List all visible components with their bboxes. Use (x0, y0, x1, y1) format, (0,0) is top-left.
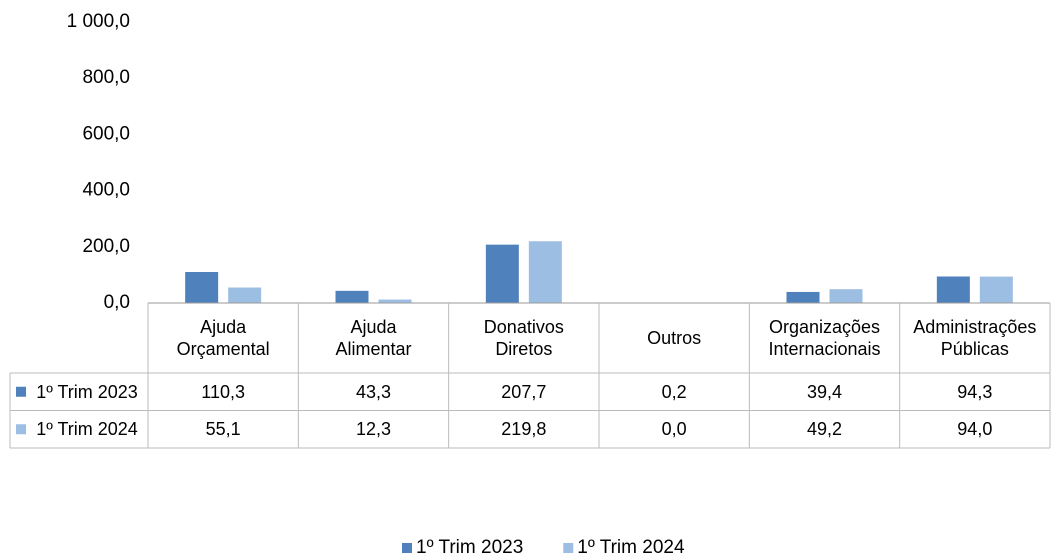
bar (185, 272, 219, 303)
table-value-text: 207,7 (501, 381, 547, 402)
bar (786, 291, 820, 303)
category-label-text: Outros (647, 328, 702, 348)
table-value: 110,3 (148, 373, 298, 411)
table-value: 12,3 (298, 411, 448, 449)
legend-marker (563, 543, 574, 553)
legend-key (16, 424, 26, 435)
category-label: Administrações Públicas (900, 303, 1050, 373)
category-label: Ajuda Orçamental (148, 303, 298, 373)
category-label-text: Administrações Públicas (913, 317, 1037, 359)
bar (485, 244, 519, 303)
legend-key (16, 386, 26, 397)
table-value: 94,0 (900, 411, 1050, 449)
legend-label: 1º Trim 2023 (416, 537, 523, 556)
table-value: 0,0 (599, 411, 749, 449)
table-value-text: 12,3 (355, 419, 392, 440)
category-label-text: Organizações Internacionais (768, 317, 881, 359)
y-tick-label: 600,0 (82, 123, 130, 144)
bar (528, 241, 562, 303)
table-value-text: 43,3 (355, 381, 392, 402)
y-tick-label: 200,0 (82, 236, 130, 257)
table-value: 0,2 (599, 373, 749, 411)
category-label: Donativos Diretos (449, 303, 599, 373)
category-label-text: Ajuda Alimentar (335, 317, 412, 359)
table-value-text: 219,8 (501, 419, 547, 440)
category-label: Outros (599, 303, 749, 373)
legend-marker (402, 543, 412, 553)
table-value: 43,3 (298, 373, 448, 411)
row-header: 1º Trim 2024 (26, 411, 148, 449)
table-value-text: 55,1 (205, 419, 241, 440)
table-value-text: 49,2 (806, 419, 843, 440)
table-value-text: 110,3 (201, 381, 246, 402)
y-tick-label: 800,0 (82, 67, 130, 88)
category-label-text: Donativos Diretos (483, 317, 564, 359)
y-tick-label: 1 000,0 (67, 11, 130, 32)
bar (936, 276, 970, 303)
bar (829, 289, 863, 303)
row-header: 1º Trim 2023 (26, 373, 148, 411)
bar (228, 287, 262, 303)
table-value: 49,2 (749, 411, 899, 449)
table-value: 207,7 (449, 373, 599, 411)
table-value-text: 94,0 (957, 419, 993, 440)
legend-label: 1º Trim 2024 (577, 537, 685, 556)
category-label: Organizações Internacionais (749, 303, 899, 373)
y-tick-label: 400,0 (82, 180, 130, 201)
table-value: 219,8 (449, 411, 599, 449)
table-value-text: 39,4 (806, 381, 843, 402)
y-tick-label: 0,0 (104, 292, 130, 313)
category-label-text: Ajuda Orçamental (176, 317, 270, 359)
bar (979, 276, 1013, 303)
bar (335, 290, 369, 303)
category-label: Ajuda Alimentar (298, 303, 448, 373)
row-header-text: 1º Trim 2023 (36, 381, 138, 402)
row-header-text: 1º Trim 2024 (36, 419, 138, 440)
bar (378, 299, 412, 303)
table-value: 94,3 (900, 373, 1050, 411)
table-value: 39,4 (749, 373, 899, 411)
table-value-text: 0,0 (661, 419, 687, 440)
table-value: 55,1 (148, 411, 298, 449)
table-value-text: 94,3 (957, 381, 993, 402)
table-value-text: 0,2 (661, 381, 687, 402)
